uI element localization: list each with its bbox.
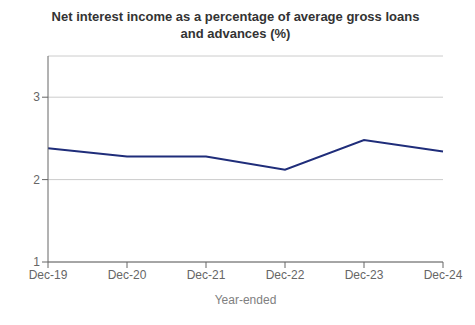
svg-text:Dec-22: Dec-22: [266, 268, 305, 282]
svg-text:Dec-20: Dec-20: [108, 268, 147, 282]
svg-text:Dec-19: Dec-19: [29, 268, 68, 282]
svg-text:Dec-24: Dec-24: [424, 268, 463, 282]
svg-text:Dec-23: Dec-23: [345, 268, 384, 282]
svg-text:Dec-21: Dec-21: [187, 268, 226, 282]
html-text:and advances (%): and advances (%): [180, 26, 291, 41]
svg-text:Year-ended: Year-ended: [215, 293, 277, 307]
html-text:Net interest income as a perce: Net interest income as a percentage of a…: [51, 9, 420, 24]
svg-text:2: 2: [33, 173, 40, 187]
svg-text:1: 1: [33, 255, 40, 269]
svg-text:3: 3: [33, 90, 40, 104]
